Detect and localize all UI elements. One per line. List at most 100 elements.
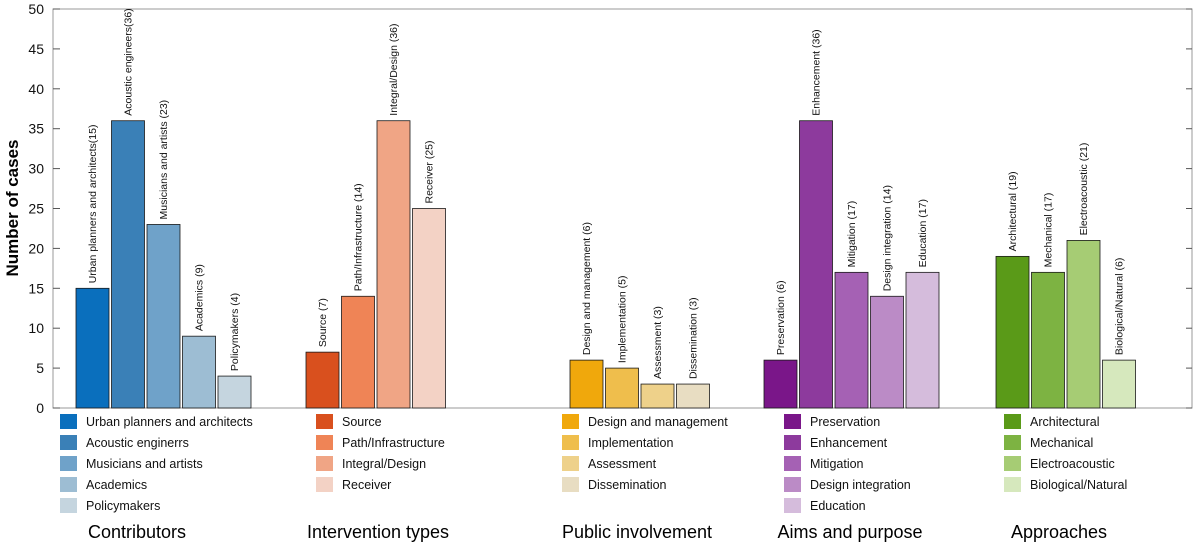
legend-swatch [1004, 435, 1021, 450]
y-tick-label: 45 [28, 41, 44, 57]
legend-swatch [784, 435, 801, 450]
legend-swatch [562, 477, 579, 492]
bar-data-label: Architectural (19) [1007, 171, 1019, 251]
bar [182, 335, 216, 409]
bar-data-label: Source (7) [317, 298, 329, 347]
legend-swatch [562, 456, 579, 471]
y-tick-label: 35 [28, 121, 44, 137]
legend-entry: Electroacoustic [1030, 457, 1115, 471]
bar [834, 271, 869, 409]
y-tick-label: 20 [28, 240, 44, 256]
bar-data-label: Acoustic engineers(36) [123, 8, 135, 115]
legend-swatch [1004, 414, 1021, 429]
bar-data-label: Urban planners and architects(15) [87, 125, 99, 284]
legend-swatch [562, 435, 579, 450]
legend-swatch [784, 477, 801, 492]
bar [799, 120, 833, 409]
group-title: Aims and purpose [777, 522, 922, 542]
bar [1066, 240, 1101, 409]
legend-entry: Urban planners and architects [86, 415, 253, 429]
bar [412, 208, 446, 409]
legend-swatch [316, 435, 333, 450]
legend-entry: Implementation [588, 436, 674, 450]
bar [640, 383, 675, 409]
legend-entry: Design and management [588, 415, 728, 429]
bar [870, 295, 904, 409]
bar-data-label: Musicians and artists (23) [158, 100, 170, 220]
legend-swatch [784, 456, 801, 471]
bar-data-label: Preservation (6) [775, 280, 787, 355]
legend-entry: Source [342, 415, 382, 429]
group-title: Public involvement [562, 522, 712, 542]
y-tick-label: 10 [28, 320, 44, 336]
legend-swatch [316, 414, 333, 429]
legend-swatch [784, 498, 801, 513]
y-tick-label: 40 [28, 81, 44, 97]
legend-swatch [784, 414, 801, 429]
bar [376, 120, 411, 409]
legend-swatch [1004, 456, 1021, 471]
bar-data-label: Biological/Natural (6) [1114, 258, 1126, 355]
legend-swatch [60, 498, 77, 513]
bar-data-label: Assessment (3) [652, 306, 664, 379]
legend-entry: Enhancement [810, 436, 888, 450]
legend-entry: Dissemination [588, 478, 667, 492]
legend-entry: Design integration [810, 478, 911, 492]
group-title: Contributors [88, 522, 186, 542]
bar [1102, 359, 1136, 409]
y-tick-label: 5 [36, 360, 44, 376]
y-tick-label: 30 [28, 161, 44, 177]
legend-entry: Receiver [342, 478, 391, 492]
legend-swatch [1004, 477, 1021, 492]
bar-data-label: Electroacoustic (21) [1078, 143, 1090, 236]
bar [676, 383, 710, 409]
legend-entry: Acoustic enginerrs [86, 436, 189, 450]
bar-data-label: Receiver (25) [424, 140, 436, 203]
legend-swatch [316, 477, 333, 492]
bar-data-label: Education (17) [917, 199, 929, 267]
legend-swatch [60, 414, 77, 429]
legend-entry: Musicians and artists [86, 457, 203, 471]
y-tick-label: 15 [28, 280, 44, 296]
bar-data-label: Design integration (14) [882, 185, 894, 291]
bar [605, 367, 639, 409]
legend-swatch [60, 456, 77, 471]
bar-data-label: Integral/Design (36) [388, 24, 400, 116]
bar-data-label: Design and management (6) [581, 222, 593, 355]
bar [217, 375, 252, 409]
y-tick-label: 50 [28, 1, 44, 17]
legend-entry: Education [810, 499, 866, 513]
bar [763, 359, 798, 409]
y-axis-label: Number of cases [3, 140, 22, 277]
legend-entry: Preservation [810, 415, 880, 429]
bar [569, 359, 604, 409]
bar [1031, 271, 1065, 409]
bar [341, 295, 375, 409]
bar [111, 120, 145, 409]
group-title: Approaches [1011, 522, 1107, 542]
bar-data-label: Implementation (5) [617, 276, 629, 364]
group-title: Intervention types [307, 522, 449, 542]
legend-entry: Path/Infrastructure [342, 436, 445, 450]
bar [905, 271, 940, 409]
bar-data-label: Policymakers (4) [229, 293, 241, 371]
legend-swatch [60, 477, 77, 492]
bar-data-label: Mechanical (17) [1043, 193, 1055, 268]
legend-swatch [316, 456, 333, 471]
bar [75, 287, 110, 409]
legend-swatch [562, 414, 579, 429]
legend-entry: Academics [86, 478, 147, 492]
bar-data-label: Enhancement (36) [811, 29, 823, 115]
bar [995, 255, 1030, 409]
bar [146, 224, 181, 409]
bar [305, 351, 340, 409]
bar-data-label: Path/Infrastructure (14) [353, 183, 365, 291]
legend-entry: Assessment [588, 457, 657, 471]
y-tick-label: 25 [28, 201, 44, 217]
legend-swatch [60, 435, 77, 450]
bar-data-label: Mitigation (17) [846, 201, 858, 268]
legend-entry: Biological/Natural [1030, 478, 1127, 492]
legend-entry: Policymakers [86, 499, 160, 513]
legend-entry: Mitigation [810, 457, 864, 471]
